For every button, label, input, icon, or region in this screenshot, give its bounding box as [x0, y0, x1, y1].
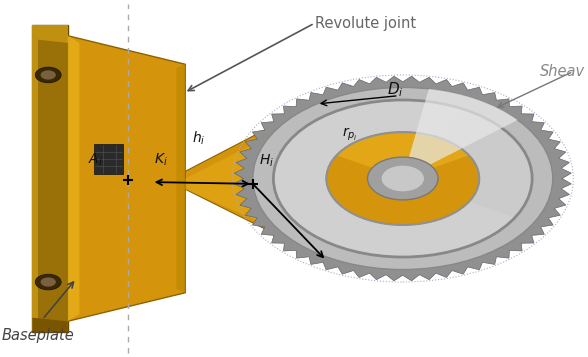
Text: $A_i$: $A_i$	[88, 151, 103, 168]
Polygon shape	[32, 25, 68, 43]
Circle shape	[41, 70, 56, 80]
Text: Revolute joint: Revolute joint	[315, 16, 416, 31]
Polygon shape	[94, 144, 123, 174]
Wedge shape	[336, 132, 469, 178]
Circle shape	[382, 166, 424, 191]
Polygon shape	[234, 76, 572, 281]
Circle shape	[253, 87, 553, 270]
Polygon shape	[32, 318, 68, 332]
Polygon shape	[185, 86, 403, 271]
Polygon shape	[32, 25, 68, 332]
Circle shape	[368, 157, 438, 200]
Wedge shape	[403, 110, 532, 218]
Wedge shape	[403, 89, 517, 178]
Text: $H_i$: $H_i$	[259, 152, 274, 169]
Text: $K_i$: $K_i$	[154, 151, 168, 168]
Text: $D_i$: $D_i$	[387, 81, 403, 99]
Polygon shape	[185, 100, 376, 257]
Text: Sheav: Sheav	[540, 64, 585, 79]
Circle shape	[273, 100, 532, 257]
Text: Baseplate: Baseplate	[1, 328, 74, 343]
Circle shape	[35, 274, 61, 290]
Text: $r_{p_i}$: $r_{p_i}$	[342, 126, 358, 143]
Circle shape	[326, 132, 479, 225]
Polygon shape	[32, 25, 38, 332]
Circle shape	[35, 67, 61, 83]
Polygon shape	[68, 36, 185, 321]
Circle shape	[41, 277, 56, 287]
Polygon shape	[68, 36, 79, 321]
Polygon shape	[176, 64, 185, 293]
Text: $h_i$: $h_i$	[192, 130, 205, 147]
